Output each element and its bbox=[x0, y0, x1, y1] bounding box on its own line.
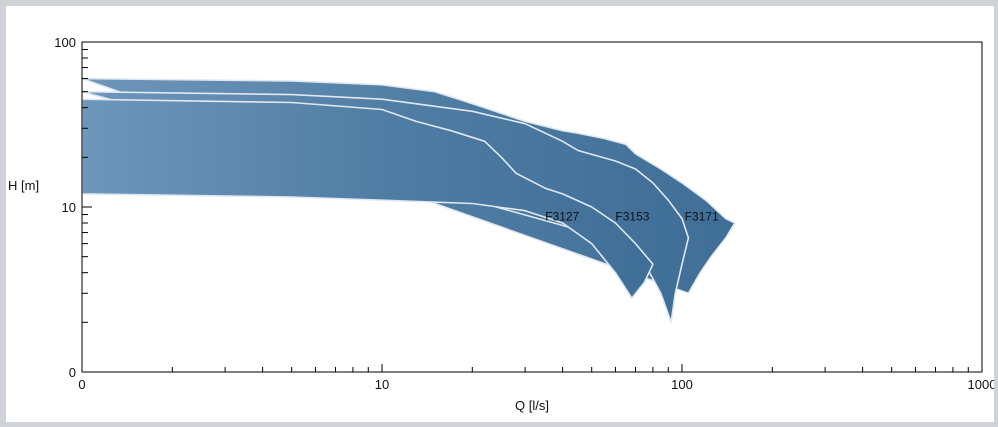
y-axis-label: H [m] bbox=[8, 178, 39, 193]
x-tick-label: 0 bbox=[78, 377, 85, 392]
chart-panel: 0 10 100 1000 0 10 100 Q [l/s] H [m] F3171 F31… bbox=[6, 6, 996, 422]
y-tick-label: 0 bbox=[69, 365, 76, 380]
series-layer bbox=[81, 77, 736, 324]
y-tick-label: 10 bbox=[62, 200, 76, 215]
x-tick-label: 1000 bbox=[968, 377, 994, 392]
y-tick-label: 100 bbox=[54, 35, 76, 50]
series-label-f3127: F3127 bbox=[545, 209, 579, 223]
y-axis: 0 10 100 bbox=[54, 35, 92, 380]
series-area-f3127 bbox=[81, 98, 654, 299]
series-label-f3171: F3171 bbox=[685, 209, 719, 223]
series-label-f3153: F3153 bbox=[615, 209, 649, 223]
x-axis: 0 10 100 1000 bbox=[78, 364, 996, 392]
x-tick-label: 10 bbox=[375, 377, 389, 392]
x-axis-label: Q [l/s] bbox=[515, 398, 549, 413]
series-area-f3153 bbox=[81, 90, 690, 324]
x-tick-label: 100 bbox=[671, 377, 693, 392]
series-labels: F3171 F3153 F3127 bbox=[545, 209, 719, 223]
